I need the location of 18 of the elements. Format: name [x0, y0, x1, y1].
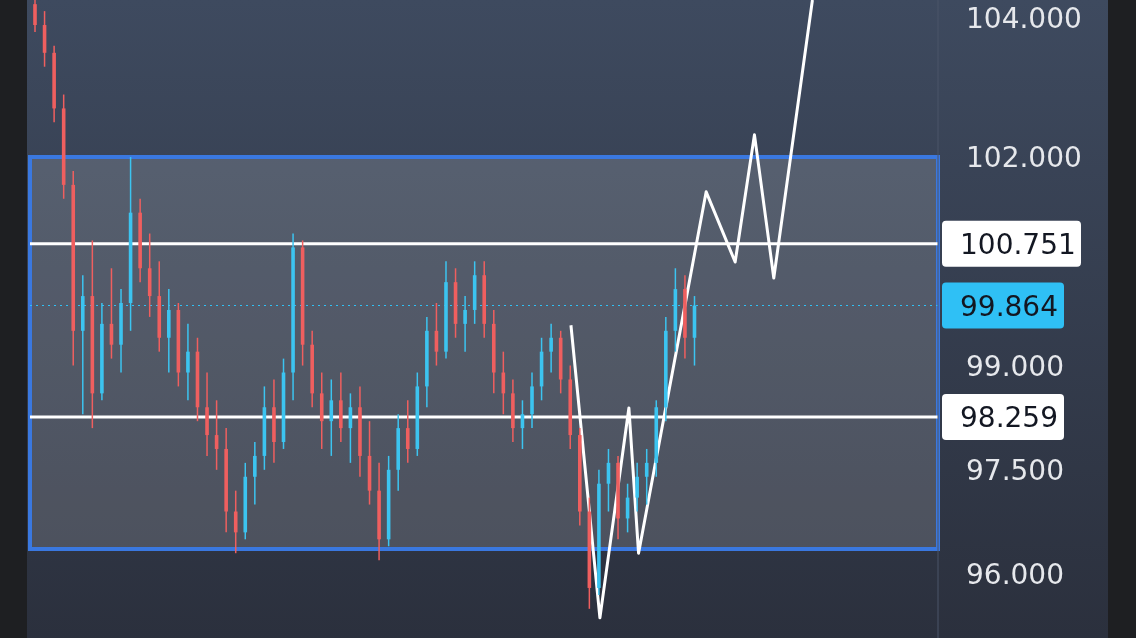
candlestick — [186, 323, 190, 402]
y-tick-label: 102.000 — [966, 141, 1082, 175]
ref-line-label: 100.751 — [960, 227, 1076, 261]
candlestick — [549, 323, 553, 374]
candlestick — [33, 0, 37, 33]
candlestick — [329, 378, 334, 457]
y-tick-label: 104.000 — [966, 2, 1082, 36]
candlestick — [644, 448, 649, 506]
candlestick — [463, 295, 467, 353]
candlestick — [405, 399, 410, 464]
y-tick-label: 97.500 — [966, 453, 1064, 487]
y-tick-label: 99.000 — [966, 349, 1064, 383]
y-tick-label: 96.000 — [966, 558, 1064, 592]
candlestick — [635, 462, 639, 513]
ref-line-label: 99.864 — [960, 289, 1058, 323]
candlestick — [253, 441, 257, 506]
ref-line-label: 98.259 — [960, 401, 1058, 435]
candlestick — [233, 489, 238, 554]
